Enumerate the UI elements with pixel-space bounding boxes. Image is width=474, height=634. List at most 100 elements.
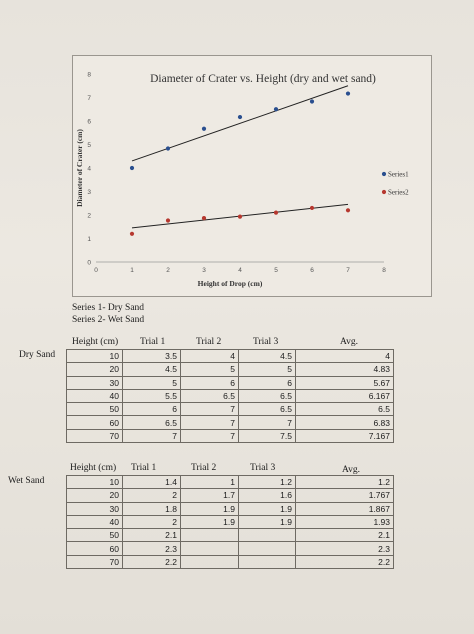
table-row: 70 2.2 2.2: [66, 554, 394, 570]
y-tick-label: 5: [87, 142, 91, 149]
table-cell: 7.5: [238, 428, 296, 444]
y-tick-label: 2: [87, 213, 91, 220]
table-cell: [180, 528, 239, 543]
data-point-series-2: [345, 208, 351, 213]
table-cell: 5: [180, 362, 239, 377]
dry-header-trial1: Trial 1: [140, 337, 166, 347]
table-cell: 1.4: [122, 474, 181, 490]
data-point-series-1: [237, 114, 243, 120]
table-cell: 6: [122, 402, 181, 417]
data-point-series-1: [165, 146, 171, 151]
data-point-series-1: [129, 165, 135, 171]
y-tick-label: 0: [87, 260, 91, 267]
table-cell: 1.9: [238, 501, 296, 516]
table-cell: 7: [180, 415, 239, 430]
dry-header-avg: Avg.: [340, 337, 359, 347]
wet-header-avg: Avg.: [342, 465, 361, 475]
data-point-series-2: [165, 218, 171, 223]
table-cell: 1.6: [238, 488, 296, 503]
table-cell: 5: [122, 375, 181, 390]
x-tick-label: 6: [310, 267, 314, 274]
data-point-series-2: [309, 205, 315, 211]
table-cell: 4: [180, 348, 239, 364]
data-point-series-2: [201, 216, 207, 221]
table-cell: 4.83: [295, 362, 394, 377]
table-cell: 50: [66, 528, 123, 543]
table-cell: 40: [66, 388, 123, 404]
table-cell: 1.9: [180, 501, 239, 516]
table-row: 50 6 7 6.5 6.5: [66, 402, 394, 417]
table-cell: 1.2: [295, 474, 394, 490]
table-cell: 2: [122, 488, 181, 503]
table-row: 60 2.3 2.3: [66, 541, 394, 556]
table-cell: 2: [122, 514, 181, 530]
table-cell: 30: [66, 375, 123, 390]
table-row: 30 1.8 1.9 1.9 1.867: [66, 501, 394, 516]
trendline-series-1: [131, 85, 349, 162]
y-axis-label: Diameter of Crater (cm): [75, 129, 84, 207]
table-cell: 6.5: [122, 415, 181, 430]
table-cell: 20: [66, 362, 123, 377]
y-tick-label: 4: [87, 166, 91, 173]
table-row: 50 2.1 2.1: [66, 528, 394, 543]
dry-header-height: Height (cm): [72, 337, 119, 347]
data-point-series-1: [309, 99, 315, 104]
table-cell: 6.167: [295, 388, 394, 404]
table-cell: 6: [180, 375, 239, 390]
table-cell: 60: [66, 415, 123, 430]
table-cell: 1.9: [180, 514, 239, 530]
table-cell: [238, 541, 296, 556]
table-cell: 1.767: [295, 488, 394, 503]
table-cell: 50: [66, 402, 123, 417]
table-cell: 70: [66, 428, 123, 444]
note-series-1: Series 1- Dry Sand: [72, 303, 145, 313]
table-row: 20 2 1.7 1.6 1.767: [66, 488, 394, 503]
table-cell: 70: [66, 554, 123, 570]
wet-header-trial3: Trial 3: [250, 463, 276, 473]
legend-marker-series-1: [381, 171, 387, 177]
table-cell: 2.1: [295, 528, 394, 543]
table-cell: 1: [180, 474, 239, 490]
table-row: 30 5 6 6 5.67: [66, 375, 394, 390]
wet-header-trial2: Trial 2: [191, 463, 217, 473]
table-row: 60 6.5 7 7 6.83: [66, 415, 394, 430]
data-point-series-1: [201, 126, 207, 131]
legend-label-series-1: Series1: [388, 171, 409, 179]
x-tick-label: 5: [274, 267, 278, 274]
data-point-series-2: [273, 210, 279, 215]
table-cell: 6.5: [238, 388, 296, 404]
table-cell: [238, 528, 296, 543]
wet-sand-label: Wet Sand: [8, 476, 45, 486]
table-row: 40 2 1.9 1.9 1.93: [66, 514, 394, 530]
x-tick-label: 8: [382, 267, 386, 274]
table-row: 40 5.5 6.5 6.5 6.167: [66, 388, 394, 404]
y-tick-label: 1: [87, 236, 91, 243]
data-point-series-2: [129, 231, 135, 236]
wet-header-trial1: Trial 1: [131, 463, 157, 473]
table-cell: 10: [66, 348, 123, 364]
y-tick-label: 3: [87, 189, 91, 196]
table-cell: 7: [180, 428, 239, 444]
x-tick-label: 0: [94, 267, 98, 274]
table-cell: 40: [66, 514, 123, 530]
data-point-series-1: [273, 107, 279, 112]
y-tick-label: 7: [87, 95, 91, 102]
table-cell: 6.83: [295, 415, 394, 430]
table-cell: 2.2: [295, 554, 394, 570]
y-tick-label: 8: [87, 72, 91, 79]
series-notes: Series 1- Dry Sand Series 2- Wet Sand: [72, 302, 144, 326]
chart-frame: Diameter of Crater vs. Height (dry and w…: [72, 55, 432, 297]
legend-marker-series-2: [381, 189, 387, 195]
table-cell: [238, 554, 296, 570]
table-cell: 1.9: [238, 514, 296, 530]
note-series-2: Series 2- Wet Sand: [72, 315, 145, 325]
dry-sand-table: 10 3.5 4 4.5 4 20 4.5 5 5 4.83 30 5 6 6 5.67 40 5.5 6.5 6.…: [66, 348, 394, 444]
table-cell: 7.167: [295, 428, 394, 444]
table-cell: 1.93: [295, 514, 394, 530]
table-row: 20 4.5 5 5 4.83: [66, 362, 394, 377]
x-tick-label: 7: [346, 267, 350, 274]
table-cell: 1.867: [295, 501, 394, 516]
x-tick-label: 3: [202, 267, 206, 274]
table-cell: 4: [295, 348, 394, 364]
table-cell: 6.5: [238, 402, 296, 417]
